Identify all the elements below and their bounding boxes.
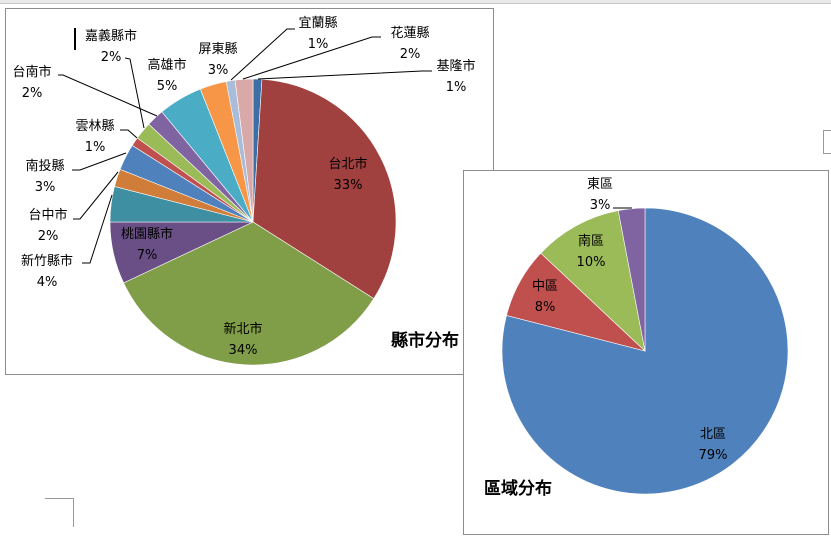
slice-category-label: 台北市 — [328, 156, 367, 172]
slice-percent-label: 7% — [137, 248, 158, 263]
slice-category-label: 花蓮縣 — [390, 25, 429, 41]
slice-percent-label: 3% — [208, 63, 229, 78]
pie-slice — [617, 207, 646, 352]
slice-category-label: 屏東縣 — [198, 41, 237, 57]
slice-percent-label: 79% — [699, 448, 728, 463]
slice-percent-label: 2% — [400, 47, 421, 62]
slice-category-label: 桃園縣市 — [121, 226, 173, 242]
slice-category-label: 新竹縣市 — [21, 253, 73, 269]
slice-category-label: 南投縣 — [25, 158, 64, 174]
slice-percent-label: 3% — [35, 180, 56, 195]
slice-percent-label: 4% — [37, 275, 58, 290]
slice-percent-label: 2% — [38, 229, 59, 244]
pie-slice — [540, 210, 646, 352]
text-cursor — [74, 28, 76, 50]
slice-percent-label: 5% — [157, 79, 178, 94]
region-pie-svg: 北區 79% 中區 8% 南區 10% 東區 3% 區域分布 — [484, 176, 789, 499]
slice-category-label: 嘉義縣市 — [85, 28, 137, 44]
slice-category-label: 北區 — [700, 427, 726, 442]
chart-title: 區域分布 — [484, 478, 552, 499]
slice-category-label: 雲林縣 — [75, 119, 114, 134]
pie-slice — [234, 78, 254, 223]
slice-category-label: 南區 — [578, 233, 604, 249]
slice-percent-label: 3% — [590, 198, 611, 213]
slice-category-label: 高雄市 — [147, 57, 186, 73]
county-pie-chart[interactable]: 基隆市 1% 台北市 33% 新北市 34% 桃園縣市 7% 新竹縣市 4% 台中市 2% 南投縣 3% 雲… — [5, 8, 494, 375]
leader-line — [82, 194, 113, 264]
ruler — [0, 0, 831, 4]
leader-line — [242, 36, 381, 80]
region-pie-chart[interactable]: 北區 79% 中區 8% 南區 10% 東區 3% 區域分布 — [463, 170, 829, 535]
pie-slice — [252, 78, 397, 300]
leader-line — [120, 129, 138, 139]
slice-category-label: 宜蘭縣 — [298, 15, 337, 31]
slice-category-label: 台南市 — [12, 64, 51, 80]
slice-category-label: 基隆市 — [436, 58, 475, 74]
slice-category-label: 中區 — [532, 279, 558, 294]
leader-line — [73, 171, 119, 220]
resize-handle[interactable] — [823, 130, 831, 154]
slice-category-label: 新北市 — [223, 321, 262, 337]
pie-slice — [123, 221, 375, 366]
chart-title: 縣市分布 — [391, 330, 459, 351]
leader-line — [72, 152, 127, 171]
county-pie-svg: 基隆市 1% 台北市 33% 新北市 34% 桃園縣市 7% 新竹縣市 4% 台中市 2% 南投縣 3% 雲… — [12, 15, 476, 366]
slice-category-label: 東區 — [587, 176, 613, 192]
leader-line — [58, 74, 158, 117]
page-corner-mark — [45, 498, 74, 527]
slice-percent-label: 2% — [101, 50, 122, 65]
leader-line — [257, 70, 432, 80]
slice-percent-label: 1% — [446, 80, 467, 95]
leader-line — [124, 57, 145, 129]
slice-percent-label: 33% — [334, 178, 363, 193]
slice-category-label: 台中市 — [28, 207, 67, 223]
slice-percent-label: 34% — [229, 343, 258, 358]
slice-percent-label: 10% — [577, 255, 606, 270]
slice-percent-label: 8% — [535, 300, 556, 315]
slice-percent-label: 2% — [22, 86, 43, 101]
leader-line — [230, 28, 295, 81]
slice-percent-label: 1% — [85, 140, 106, 155]
slice-percent-label: 1% — [308, 37, 329, 52]
